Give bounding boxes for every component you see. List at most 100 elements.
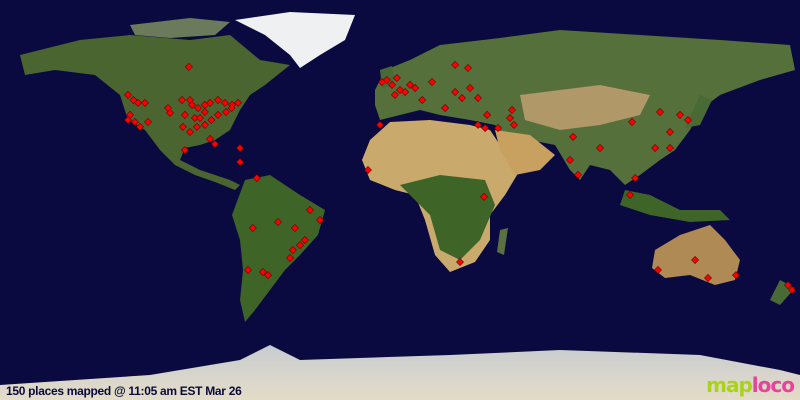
place-marker[interactable] bbox=[656, 108, 664, 116]
place-marker[interactable] bbox=[428, 78, 436, 86]
place-marker[interactable] bbox=[184, 62, 193, 71]
place-marker[interactable] bbox=[227, 104, 236, 112]
place-marker[interactable] bbox=[401, 88, 410, 96]
place-marker[interactable] bbox=[441, 104, 450, 112]
place-marker[interactable] bbox=[566, 156, 574, 164]
place-marker[interactable] bbox=[206, 134, 214, 143]
place-marker[interactable] bbox=[207, 116, 216, 124]
place-marker[interactable] bbox=[626, 190, 634, 199]
place-marker[interactable] bbox=[206, 98, 214, 107]
place-marker[interactable] bbox=[451, 60, 460, 69]
place-marker[interactable] bbox=[192, 122, 201, 131]
place-marker[interactable] bbox=[364, 166, 372, 174]
place-marker[interactable] bbox=[264, 271, 272, 280]
place-marker[interactable] bbox=[651, 144, 660, 152]
place-marker[interactable] bbox=[411, 84, 420, 92]
place-marker[interactable] bbox=[418, 96, 427, 104]
continents bbox=[0, 12, 800, 400]
place-marker[interactable] bbox=[481, 124, 490, 132]
place-marker[interactable] bbox=[140, 98, 149, 107]
place-marker[interactable] bbox=[194, 104, 202, 112]
place-marker[interactable] bbox=[506, 114, 514, 122]
place-marker[interactable] bbox=[406, 80, 414, 89]
place-marker[interactable] bbox=[628, 118, 636, 126]
place-marker[interactable] bbox=[466, 84, 474, 92]
place-marker[interactable] bbox=[474, 120, 482, 129]
place-marker[interactable] bbox=[784, 281, 792, 290]
arabia bbox=[495, 130, 555, 175]
place-marker[interactable] bbox=[200, 120, 209, 129]
place-marker[interactable] bbox=[186, 128, 194, 136]
place-marker[interactable] bbox=[574, 170, 582, 179]
place-marker[interactable] bbox=[180, 110, 189, 119]
place-marker[interactable] bbox=[494, 124, 502, 132]
place-marker[interactable] bbox=[180, 146, 189, 154]
place-marker[interactable] bbox=[210, 140, 219, 148]
place-marker[interactable] bbox=[190, 114, 199, 122]
place-marker[interactable] bbox=[214, 96, 222, 104]
place-marker[interactable] bbox=[244, 266, 252, 274]
place-marker[interactable] bbox=[188, 100, 196, 109]
place-marker[interactable] bbox=[236, 158, 244, 166]
place-marker[interactable] bbox=[288, 246, 297, 254]
place-marker[interactable] bbox=[222, 108, 230, 116]
place-marker[interactable] bbox=[234, 98, 242, 107]
place-marker[interactable] bbox=[392, 74, 401, 82]
place-marker[interactable] bbox=[654, 266, 662, 274]
place-marker[interactable] bbox=[676, 110, 684, 119]
place-marker[interactable] bbox=[290, 224, 299, 232]
place-marker[interactable] bbox=[451, 88, 460, 96]
place-marker[interactable] bbox=[316, 216, 324, 224]
places-mapped-caption: 150 places mapped @ 11:05 am EST Mar 26 bbox=[6, 384, 242, 398]
place-marker[interactable] bbox=[306, 206, 314, 214]
place-marker[interactable] bbox=[248, 224, 257, 232]
place-marker[interactable] bbox=[382, 76, 391, 84]
place-marker[interactable] bbox=[388, 80, 396, 89]
place-marker[interactable] bbox=[788, 286, 796, 294]
place-marker[interactable] bbox=[129, 96, 138, 104]
place-marker[interactable] bbox=[296, 241, 304, 250]
arctic-islands bbox=[130, 18, 230, 38]
place-marker[interactable] bbox=[508, 106, 516, 114]
place-marker[interactable] bbox=[200, 108, 209, 116]
place-marker[interactable] bbox=[178, 96, 186, 104]
place-marker[interactable] bbox=[252, 174, 261, 182]
place-marker[interactable] bbox=[166, 108, 174, 117]
place-marker[interactable] bbox=[666, 144, 674, 152]
place-marker[interactable] bbox=[196, 114, 204, 122]
place-marker[interactable] bbox=[483, 110, 492, 119]
place-marker[interactable] bbox=[666, 128, 674, 136]
place-marker[interactable] bbox=[732, 271, 740, 280]
place-marker[interactable] bbox=[214, 110, 222, 119]
maploco-logo[interactable]: maploco bbox=[706, 373, 795, 397]
place-marker[interactable] bbox=[390, 90, 399, 99]
place-marker[interactable] bbox=[684, 116, 692, 124]
place-marker[interactable] bbox=[130, 118, 139, 126]
place-marker[interactable] bbox=[691, 256, 700, 264]
place-marker[interactable] bbox=[458, 94, 466, 102]
place-marker[interactable] bbox=[124, 116, 132, 124]
place-marker[interactable] bbox=[596, 144, 604, 152]
place-marker[interactable] bbox=[274, 218, 282, 226]
place-marker[interactable] bbox=[220, 98, 229, 107]
place-marker[interactable] bbox=[631, 174, 640, 182]
place-marker[interactable] bbox=[144, 118, 152, 126]
place-marker[interactable] bbox=[510, 120, 518, 129]
greenland bbox=[235, 12, 355, 68]
place-marker[interactable] bbox=[124, 90, 132, 99]
place-marker[interactable] bbox=[569, 132, 578, 141]
place-marker[interactable] bbox=[464, 64, 472, 72]
place-marker[interactable] bbox=[136, 122, 144, 131]
place-marker[interactable] bbox=[704, 274, 712, 282]
place-marker[interactable] bbox=[376, 120, 384, 129]
place-marker[interactable] bbox=[286, 254, 294, 262]
place-marker[interactable] bbox=[258, 268, 267, 276]
place-marker[interactable] bbox=[236, 144, 244, 152]
place-marker[interactable] bbox=[480, 192, 488, 201]
place-marker[interactable] bbox=[134, 98, 142, 107]
place-marker[interactable] bbox=[300, 236, 309, 244]
place-marker[interactable] bbox=[456, 258, 464, 266]
place-marker[interactable] bbox=[474, 94, 482, 102]
place-marker[interactable] bbox=[178, 122, 187, 131]
